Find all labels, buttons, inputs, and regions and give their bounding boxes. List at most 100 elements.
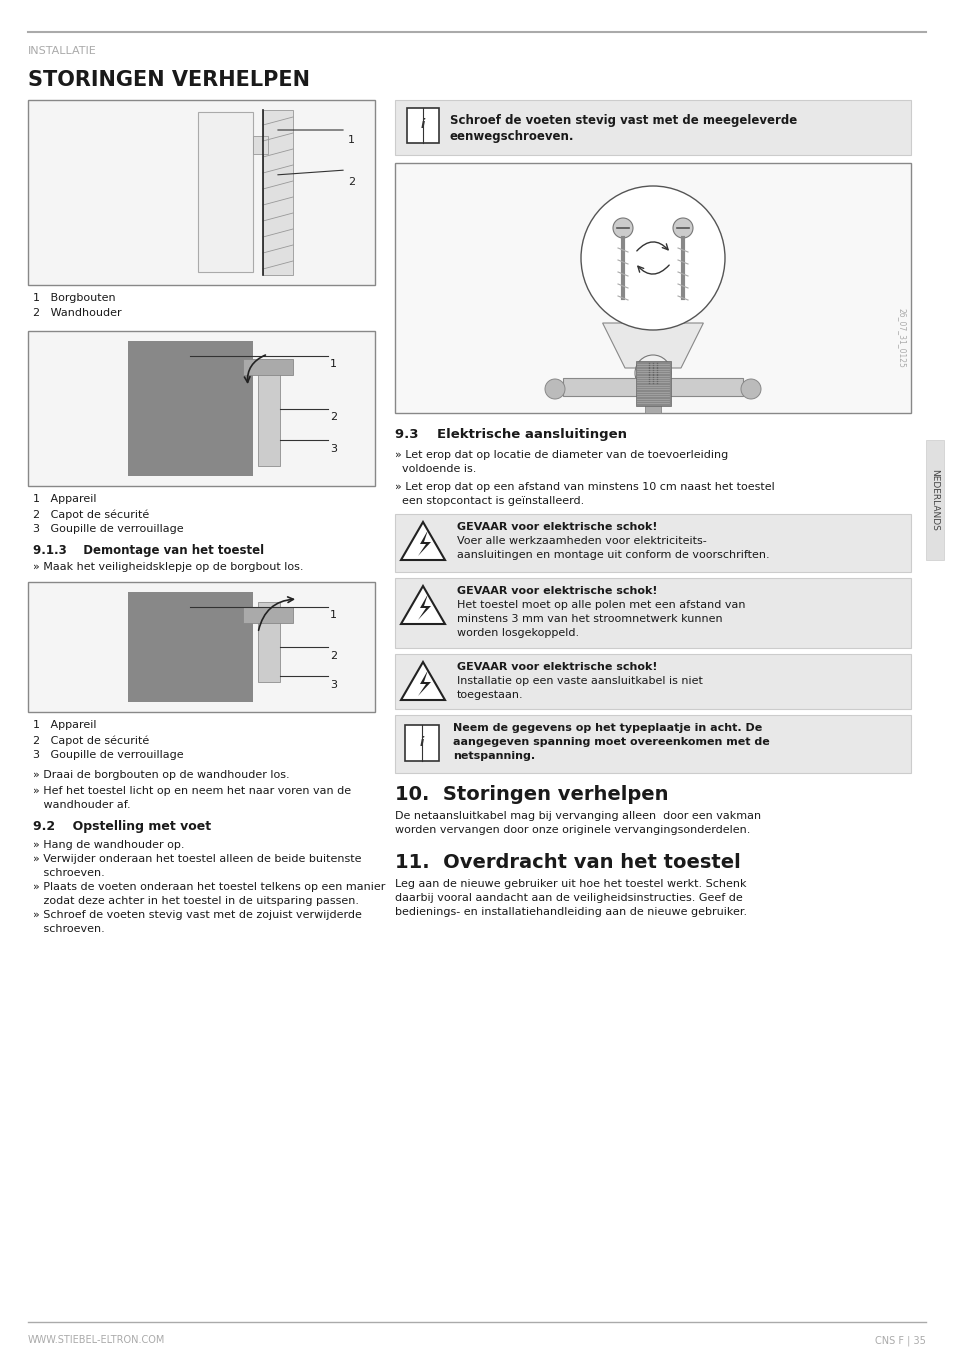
- Text: 2   Wandhouder: 2 Wandhouder: [33, 308, 121, 319]
- Text: een stopcontact is geïnstalleerd.: een stopcontact is geïnstalleerd.: [395, 495, 583, 506]
- Text: GEVAAR voor elektrische schok!: GEVAAR voor elektrische schok!: [456, 662, 657, 672]
- Text: » Maak het veiligheidsklepje op de borgbout los.: » Maak het veiligheidsklepje op de borgb…: [33, 562, 303, 572]
- Bar: [395, 716, 910, 774]
- Bar: [128, 593, 253, 702]
- Text: Leg aan de nieuwe gebruiker uit hoe het toestel werkt. Schenk: Leg aan de nieuwe gebruiker uit hoe het …: [395, 879, 745, 890]
- Bar: [28, 100, 375, 285]
- Bar: [28, 331, 375, 486]
- Text: 2: 2: [330, 651, 336, 661]
- Text: 1: 1: [348, 135, 355, 144]
- Text: » Hang de wandhouder op.: » Hang de wandhouder op.: [33, 840, 184, 850]
- Text: bedienings- en installatiehandleiding aan de nieuwe gebruiker.: bedienings- en installatiehandleiding aa…: [395, 907, 746, 917]
- Text: GEVAAR voor elektrische schok!: GEVAAR voor elektrische schok!: [456, 522, 657, 532]
- Bar: [243, 608, 293, 622]
- Text: 1   Borgbouten: 1 Borgbouten: [33, 293, 115, 302]
- Text: » Draai de borgbouten op de wandhouder los.: » Draai de borgbouten op de wandhouder l…: [33, 769, 290, 780]
- Bar: [198, 112, 253, 271]
- Text: daarbij vooral aandacht aan de veiligheidsinstructies. Geef de: daarbij vooral aandacht aan de veilighei…: [395, 892, 742, 903]
- Bar: [395, 578, 910, 648]
- Bar: [263, 109, 293, 275]
- Text: 1: 1: [330, 359, 336, 369]
- Bar: [257, 602, 280, 682]
- Text: wandhouder af.: wandhouder af.: [33, 801, 131, 810]
- Circle shape: [740, 379, 760, 400]
- Circle shape: [580, 186, 724, 329]
- Bar: [407, 108, 438, 143]
- Polygon shape: [602, 323, 702, 369]
- Text: Voer alle werkzaamheden voor elektriciteits-: Voer alle werkzaamheden voor elektricite…: [456, 536, 706, 545]
- Text: » Verwijder onderaan het toestel alleen de beide buitenste: » Verwijder onderaan het toestel alleen …: [33, 855, 361, 864]
- Polygon shape: [400, 586, 444, 624]
- Text: 9.1.3    Demontage van het toestel: 9.1.3 Demontage van het toestel: [33, 544, 264, 558]
- Text: » Hef het toestel licht op en neem het naar voren van de: » Hef het toestel licht op en neem het n…: [33, 786, 351, 796]
- Bar: [395, 514, 910, 572]
- Text: Het toestel moet op alle polen met een afstand van: Het toestel moet op alle polen met een a…: [456, 599, 744, 610]
- Text: » Plaats de voeten onderaan het toestel telkens op een manier: » Plaats de voeten onderaan het toestel …: [33, 882, 385, 892]
- Text: 1   Appareil: 1 Appareil: [33, 494, 96, 504]
- Text: » Schroef de voeten stevig vast met de zojuist verwijderde: » Schroef de voeten stevig vast met de z…: [33, 910, 361, 919]
- Text: voldoende is.: voldoende is.: [395, 464, 476, 474]
- Text: netspanning.: netspanning.: [453, 751, 535, 761]
- Bar: [257, 360, 280, 466]
- Text: 2: 2: [330, 413, 336, 423]
- Polygon shape: [417, 531, 431, 556]
- Text: aangegeven spanning moet overeenkomen met de: aangegeven spanning moet overeenkomen me…: [453, 737, 769, 747]
- Bar: [128, 342, 253, 477]
- Bar: [925, 440, 943, 560]
- Text: » Let erop dat op locatie de diameter van de toevoerleiding: » Let erop dat op locatie de diameter va…: [395, 450, 727, 460]
- Text: 3   Goupille de verrouillage: 3 Goupille de verrouillage: [33, 524, 183, 535]
- Text: minstens 3 mm van het stroomnetwerk kunnen: minstens 3 mm van het stroomnetwerk kunn…: [456, 614, 721, 624]
- Text: 10.  Storingen verhelpen: 10. Storingen verhelpen: [395, 784, 668, 805]
- Text: Installatie op een vaste aansluitkabel is niet: Installatie op een vaste aansluitkabel i…: [456, 676, 702, 686]
- Text: 3: 3: [330, 444, 336, 454]
- Text: 9.2    Opstelling met voet: 9.2 Opstelling met voet: [33, 819, 211, 833]
- Bar: [243, 359, 293, 375]
- Text: 3   Goupille de verrouillage: 3 Goupille de verrouillage: [33, 751, 183, 760]
- Polygon shape: [400, 662, 444, 701]
- Circle shape: [672, 217, 692, 238]
- Polygon shape: [417, 670, 431, 697]
- Text: i: i: [419, 737, 424, 749]
- Text: De netaansluitkabel mag bij vervanging alleen  door een vakman: De netaansluitkabel mag bij vervanging a…: [395, 811, 760, 821]
- Text: 11.  Overdracht van het toestel: 11. Overdracht van het toestel: [395, 853, 740, 872]
- Text: Neem de gegevens op het typeplaatje in acht. De: Neem de gegevens op het typeplaatje in a…: [453, 724, 761, 733]
- Text: zodat deze achter in het toestel in de uitsparing passen.: zodat deze achter in het toestel in de u…: [33, 896, 358, 906]
- Text: worden vervangen door onze originele vervangingsonderdelen.: worden vervangen door onze originele ver…: [395, 825, 750, 836]
- Text: 9.3    Elektrische aansluitingen: 9.3 Elektrische aansluitingen: [395, 428, 626, 441]
- Bar: [395, 163, 910, 413]
- Text: schroeven.: schroeven.: [33, 868, 105, 878]
- Bar: [562, 378, 742, 396]
- Text: CNS F | 35: CNS F | 35: [874, 1335, 925, 1346]
- Bar: [405, 725, 438, 761]
- Text: GEVAAR voor elektrische schok!: GEVAAR voor elektrische schok!: [456, 586, 657, 595]
- Text: worden losgekoppeld.: worden losgekoppeld.: [456, 628, 578, 639]
- Text: 26_07_31_0125: 26_07_31_0125: [896, 308, 905, 369]
- Text: schroeven.: schroeven.: [33, 923, 105, 934]
- Polygon shape: [400, 522, 444, 560]
- Text: 3: 3: [330, 679, 336, 690]
- Text: » Let erop dat op een afstand van minstens 10 cm naast het toestel: » Let erop dat op een afstand van minste…: [395, 482, 774, 491]
- Bar: [28, 582, 375, 711]
- Text: Schroef de voeten stevig vast met de meegeleverde: Schroef de voeten stevig vast met de mee…: [450, 113, 797, 127]
- Text: aansluitingen en montage uit conform de voorschriften.: aansluitingen en montage uit conform de …: [456, 549, 769, 560]
- Bar: [644, 392, 660, 413]
- Bar: [395, 653, 910, 709]
- Text: 2: 2: [348, 177, 355, 188]
- Circle shape: [635, 355, 670, 392]
- Text: eenwegschroeven.: eenwegschroeven.: [450, 130, 574, 143]
- Text: 1   Appareil: 1 Appareil: [33, 720, 96, 730]
- Text: WWW.STIEBEL-ELTRON.COM: WWW.STIEBEL-ELTRON.COM: [28, 1335, 165, 1345]
- Circle shape: [613, 217, 633, 238]
- Bar: [253, 136, 268, 154]
- Text: 1: 1: [330, 610, 336, 620]
- Text: INSTALLATIE: INSTALLATIE: [28, 46, 96, 55]
- Bar: [636, 360, 670, 406]
- Circle shape: [544, 379, 564, 400]
- Bar: [395, 100, 910, 155]
- Text: i: i: [420, 119, 425, 131]
- Text: 2   Capot de sécurité: 2 Capot de sécurité: [33, 734, 149, 745]
- Text: STORINGEN VERHELPEN: STORINGEN VERHELPEN: [28, 70, 310, 90]
- Text: NEDERLANDS: NEDERLANDS: [929, 468, 939, 531]
- Polygon shape: [417, 594, 431, 620]
- Text: toegestaan.: toegestaan.: [456, 690, 523, 701]
